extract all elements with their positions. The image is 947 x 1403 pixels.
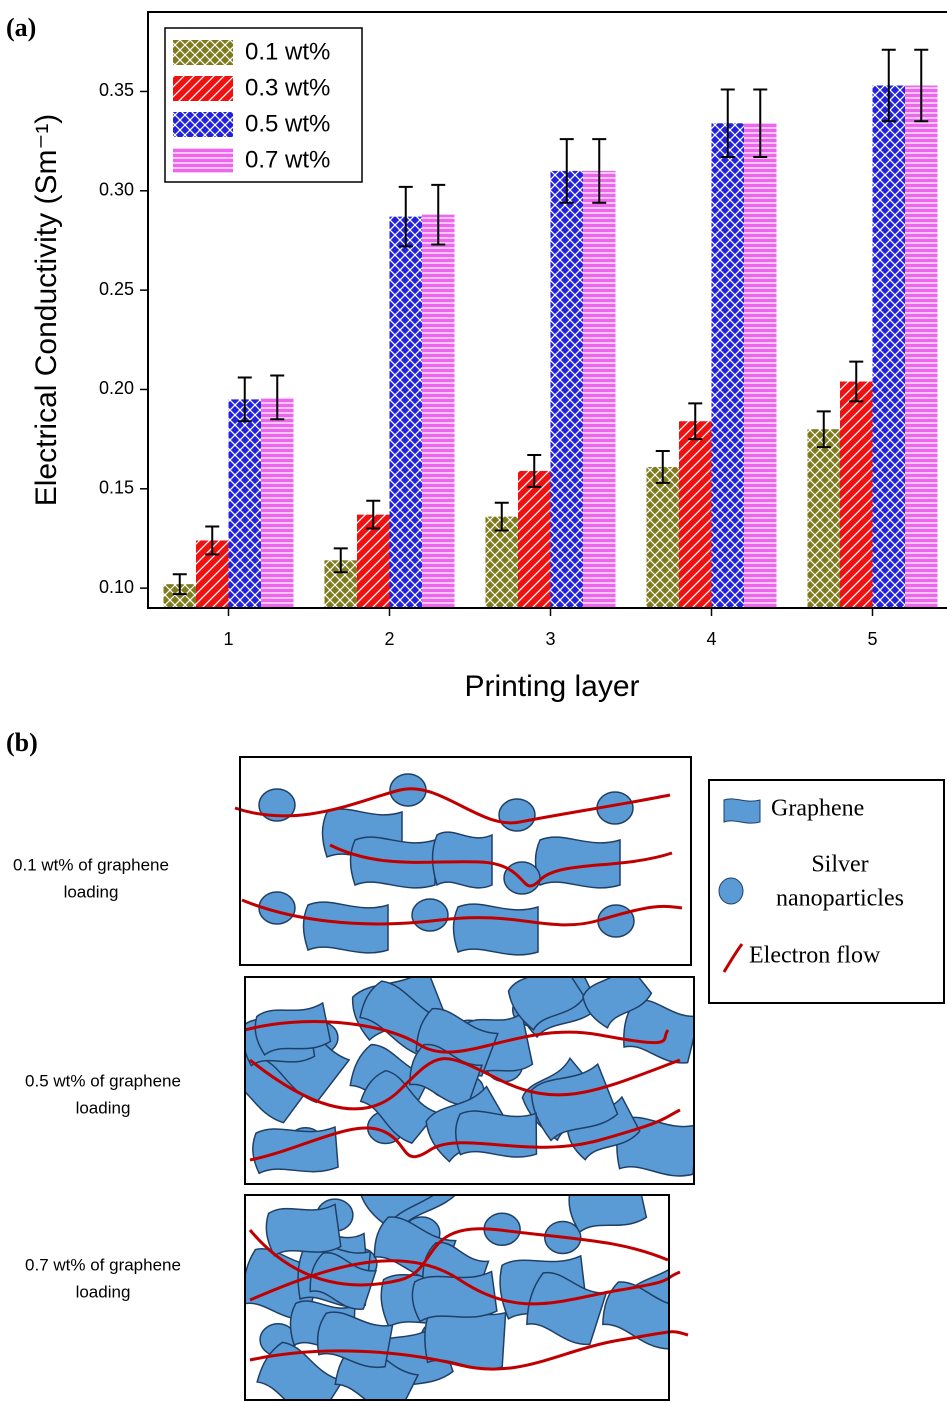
x-tick-label: 1 [223,629,233,649]
y-axis-label: Electrical Conductivity (Sm⁻¹) [30,114,63,507]
graphene-sheet [251,1124,338,1176]
legend-swatch [173,40,233,65]
bar [583,171,616,608]
legend-text: Graphene [771,796,864,822]
graphene-sheet [565,1173,647,1236]
graphene-sheet [456,1111,537,1158]
bar [840,382,873,608]
schematic-high [238,1139,715,1403]
bar [905,86,938,608]
bar [808,429,841,608]
panel-label: (a) [6,13,36,42]
x-tick-label: 3 [545,629,555,649]
x-tick-label: 4 [706,629,716,649]
graphene-sheet [454,904,539,955]
schematic-low [259,774,634,955]
bar [873,86,906,608]
legend-swatch [173,76,233,101]
legend-label: 0.3 wt% [245,74,330,101]
bar [390,217,423,608]
graphene-sheet [314,1310,393,1370]
row-label: loading [76,1098,131,1117]
legend-swatch [173,148,233,173]
silver-particle [412,899,448,931]
bar [679,421,712,608]
bar [647,467,680,608]
y-tick-label: 0.30 [99,180,134,200]
y-tick-label: 0.15 [99,478,134,498]
x-axis-label: Printing layer [464,670,639,703]
y-tick-label: 0.35 [99,80,134,100]
row-label: loading [76,1282,131,1301]
silver-particle [499,799,535,831]
legend-graphene-icon [724,799,760,823]
legend-label: 0.5 wt% [245,110,330,137]
y-tick-label: 0.25 [99,279,134,299]
bar [551,171,584,608]
figure: (a) Printing layer Electrical Conductivi… [0,0,947,1403]
legend-label: 0.1 wt% [245,38,330,65]
graphene-sheet [433,832,493,888]
bar [712,123,745,608]
bar [744,123,777,608]
row-label: loading [64,882,119,901]
row-label: 0.7 wt% of graphene [25,1255,181,1274]
row-label: 0.5 wt% of graphene [25,1071,181,1090]
graphene-sheet [304,902,389,953]
page: (a) Printing layer Electrical Conductivi… [0,0,947,1403]
graphene-sheet [264,1202,342,1260]
silver-particle [598,905,634,937]
bar [229,399,262,608]
y-tick-label: 0.20 [99,378,134,398]
legend-text: Silver [811,852,868,878]
panel-label: (b) [6,728,38,757]
bar [261,397,294,608]
x-tick-label: 2 [384,629,394,649]
y-tick-label: 0.10 [99,577,134,597]
legend-label: 0.7 wt% [245,146,330,173]
legend-silver-icon [719,878,743,904]
bar [422,215,455,608]
legend-text: nanoparticles [776,886,904,912]
bar [518,471,551,608]
legend-swatch [173,112,233,137]
graphene-sheet [536,837,621,888]
x-tick-label: 5 [867,629,877,649]
legend-text: Electron flow [749,943,881,969]
row-label: 0.1 wt% of graphene [13,855,169,874]
